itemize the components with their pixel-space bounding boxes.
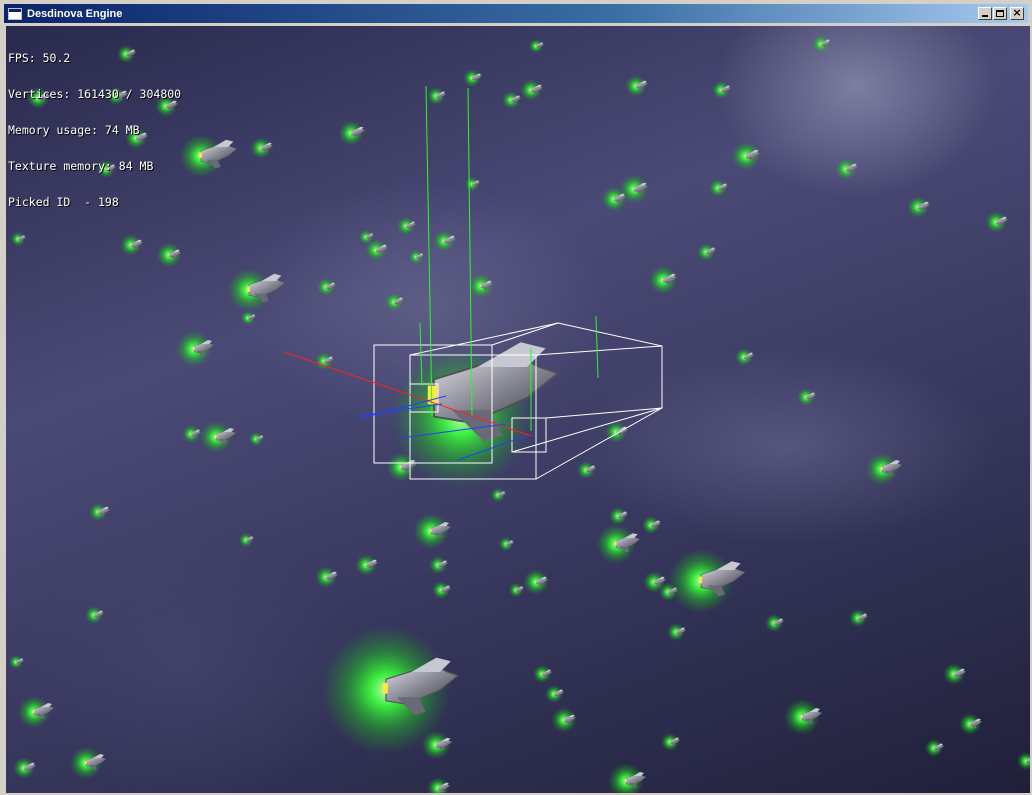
memory-readout: Memory usage: 74 MB bbox=[8, 123, 140, 137]
stats-overlay: FPS: 50.2 Vertices: 161430 / 304800 Memo… bbox=[8, 28, 181, 232]
app-icon[interactable] bbox=[8, 7, 22, 20]
close-icon: × bbox=[1012, 6, 1022, 19]
texture-memory-readout: Texture memory: 84 MB bbox=[8, 159, 154, 173]
close-button[interactable]: × bbox=[1010, 6, 1024, 20]
selected-object[interactable] bbox=[283, 85, 663, 488]
scene-canvas[interactable] bbox=[6, 26, 1030, 793]
window-controls: × bbox=[977, 6, 1024, 20]
minimize-button[interactable] bbox=[978, 7, 992, 20]
ship-swarm bbox=[8, 35, 1030, 793]
render-viewport[interactable]: FPS: 50.2 Vertices: 161430 / 304800 Memo… bbox=[6, 26, 1030, 793]
vertices-readout: Vertices: 161430 / 304800 bbox=[8, 87, 182, 101]
fps-readout: FPS: 50.2 bbox=[8, 51, 71, 65]
maximize-button[interactable] bbox=[993, 7, 1007, 20]
minimize-icon bbox=[982, 15, 988, 17]
maximize-icon bbox=[996, 10, 1004, 17]
picked-id-readout: Picked ID - 198 bbox=[8, 195, 119, 209]
title-bar[interactable]: Desdinova Engine × bbox=[4, 4, 1028, 23]
window-title: Desdinova Engine bbox=[27, 7, 123, 20]
